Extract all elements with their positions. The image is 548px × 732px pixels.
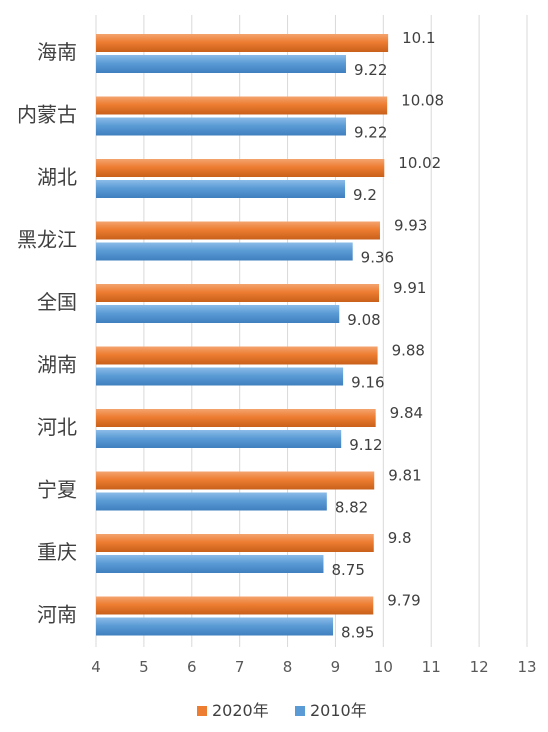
bar-2010 [96, 430, 342, 448]
x-axis-ticks: 4 5 6 7 8 9 10 11 12 13 [91, 658, 536, 676]
legend: 2020年 2010年 [197, 701, 367, 720]
bar-2020 [96, 471, 375, 490]
data-label-2020: 9.91 [393, 279, 426, 297]
data-label-2020: 9.84 [390, 404, 423, 422]
data-label-2010: 9.08 [347, 311, 380, 329]
x-tick-label: 7 [235, 658, 245, 676]
data-label-2020: 10.02 [398, 154, 441, 172]
data-label-2010: 8.82 [335, 499, 368, 517]
bar-2020 [96, 346, 378, 365]
category-label: 海南 [37, 40, 77, 64]
data-label-2020: 10.08 [401, 92, 444, 110]
data-label-2010: 9.22 [354, 61, 387, 79]
data-label-2010: 9.2 [353, 186, 377, 204]
bar-2020 [96, 159, 385, 177]
bar-2010 [96, 242, 353, 261]
category-label: 湖南 [37, 353, 77, 377]
bar-2020 [96, 34, 389, 52]
data-label-2010: 9.12 [349, 436, 382, 454]
bar-2020 [96, 284, 380, 302]
data-label-2010: 9.22 [354, 124, 387, 142]
bar-2010 [96, 617, 334, 636]
category-label: 湖北 [37, 165, 77, 189]
bar-2010 [96, 117, 346, 136]
bar-2020 [96, 596, 374, 615]
data-label-2010: 9.16 [351, 374, 384, 392]
x-tick-label: 9 [331, 658, 341, 676]
bar-2010 [96, 492, 327, 511]
x-tick-label: 11 [422, 658, 441, 676]
category-label: 内蒙古 [17, 103, 77, 127]
category-label: 河南 [37, 603, 77, 627]
data-labels: 10.1 9.22 10.08 9.22 10.02 9.2 9.939.36 9.91 9.0… [331, 29, 444, 642]
bars [96, 34, 389, 636]
data-label-2020: 9.8 [388, 529, 412, 547]
category-label: 重庆 [37, 540, 77, 564]
legend-swatch-2010 [295, 706, 305, 716]
legend-label-2020: 2020年 [212, 701, 269, 720]
x-tick-label: 12 [470, 658, 489, 676]
data-label-2010: 9.36 [361, 249, 394, 267]
bar-2020 [96, 221, 380, 240]
data-label-2020: 10.1 [402, 29, 435, 47]
data-label-2020: 9.81 [388, 467, 421, 485]
data-label-2020: 9.79 [387, 592, 420, 610]
data-label-2020: 9.88 [392, 342, 425, 360]
legend-label-2010: 2010年 [310, 701, 367, 720]
category-label: 河北 [37, 415, 77, 439]
legend-swatch-2020 [197, 706, 207, 716]
data-label-2010: 8.75 [331, 561, 364, 579]
category-label: 全国 [37, 290, 77, 314]
bar-2010 [96, 180, 346, 198]
bar-2010 [96, 555, 324, 573]
category-label: 宁夏 [37, 478, 77, 502]
x-tick-label: 8 [283, 658, 293, 676]
x-tick-label: 10 [374, 658, 393, 676]
bar-2020 [96, 409, 376, 427]
bar-2020 [96, 96, 388, 115]
x-tick-label: 4 [91, 658, 101, 676]
bar-2010 [96, 367, 344, 386]
category-label: 黑龙江 [17, 228, 77, 252]
x-tick-label: 13 [517, 658, 536, 676]
x-tick-label: 6 [187, 658, 197, 676]
x-tick-label: 5 [139, 658, 149, 676]
bar-2010 [96, 55, 346, 73]
data-label-2010: 8.95 [341, 624, 374, 642]
bar-2020 [96, 534, 374, 552]
data-label-2020: 9.93 [394, 217, 427, 235]
bar-2010 [96, 305, 340, 323]
